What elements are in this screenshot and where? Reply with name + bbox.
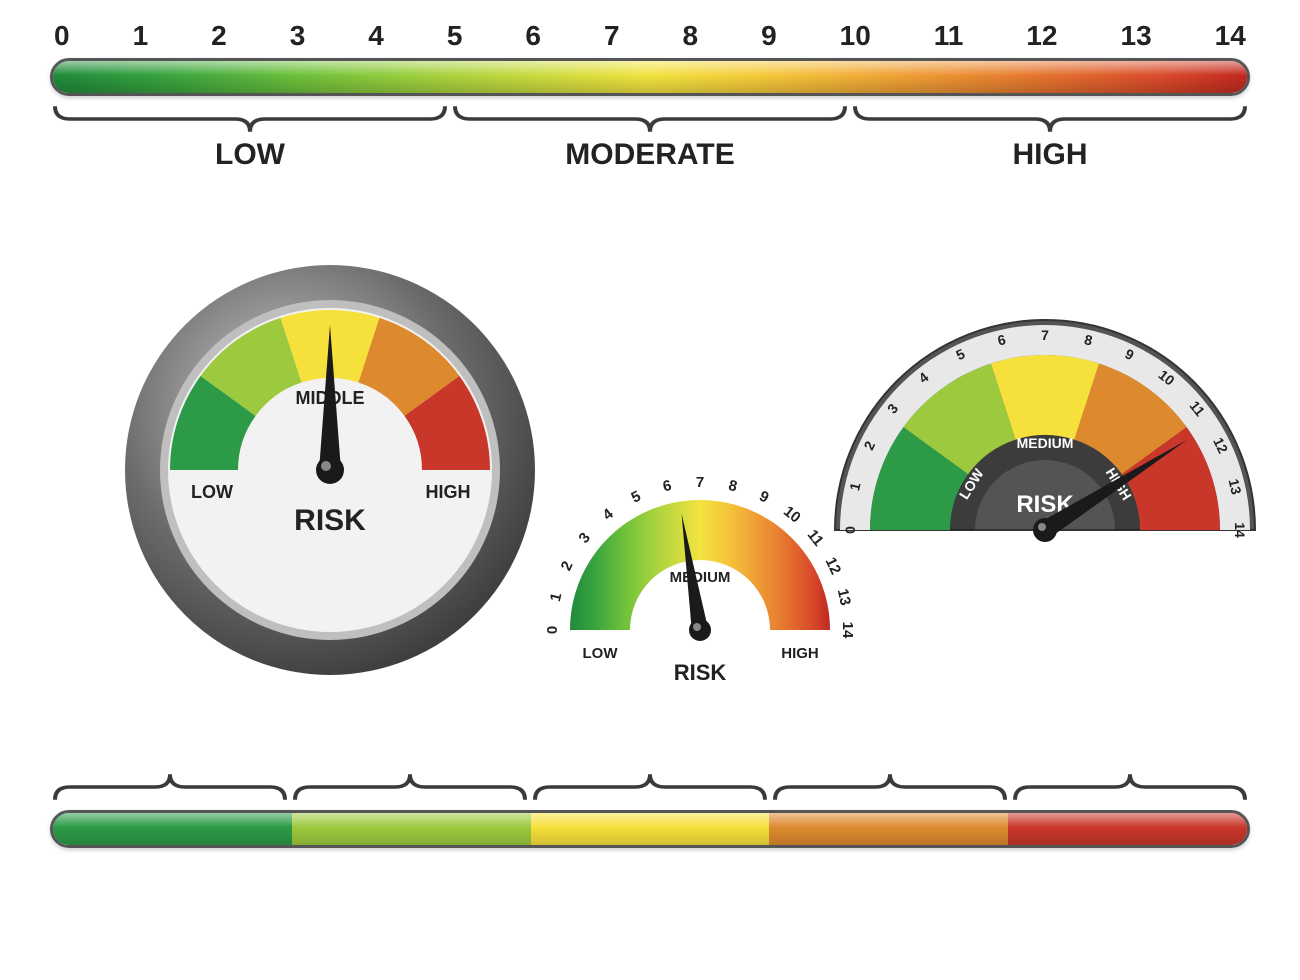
fan-risk-gauge: 01234567891011121314LOWMEDIUMHIGHRISK [830,260,1260,580]
bottom-bracket [50,770,290,804]
top-linear-scale: 01234567891011121314 LOW MODERATE HIGH [50,20,1250,172]
svg-text:0: 0 [842,526,858,534]
top-scale-tick: 10 [840,20,871,52]
top-scale-tick: 2 [211,20,227,52]
bottom-scale-segment [53,813,292,845]
top-scale-tick: 1 [133,20,149,52]
svg-text:10: 10 [780,503,804,527]
svg-text:6: 6 [661,477,673,495]
top-scale-tick: 11 [934,20,964,52]
svg-text:LOW: LOW [191,482,233,502]
svg-text:5: 5 [629,488,644,507]
bottom-linear-scale [50,770,1250,848]
top-bracket-low-label: LOW [50,138,450,172]
svg-text:14: 14 [839,622,856,639]
top-bracket-high: HIGH [850,102,1250,172]
svg-text:HIGH: HIGH [781,645,819,662]
top-scale-tick: 4 [368,20,384,52]
top-bracket-moderate-label: MODERATE [450,138,850,172]
top-bracket-high-label: HIGH [850,138,1250,172]
svg-text:1: 1 [547,591,565,603]
svg-text:MEDIUM: MEDIUM [670,569,731,586]
bottom-scale-bar [50,810,1250,848]
svg-text:RISK: RISK [294,504,366,537]
bottom-bracket [770,770,1010,804]
top-scale-bar [50,58,1250,96]
top-scale-tick: 5 [447,20,463,52]
svg-text:14: 14 [1232,522,1248,538]
top-bracket-low: LOW [50,102,450,172]
infographic-canvas: 01234567891011121314 LOW MODERATE HIGH L… [0,0,1300,980]
top-scale-tick: 7 [604,20,620,52]
top-scale-tick: 9 [761,20,777,52]
bottom-scale-segment [531,813,770,845]
bottom-scale-segment [769,813,1008,845]
svg-text:9: 9 [757,488,772,507]
svg-text:RISK: RISK [674,660,727,685]
top-scale-tick: 3 [290,20,306,52]
top-scale-brackets: LOW MODERATE HIGH [50,102,1250,172]
top-scale-tick: 8 [683,20,699,52]
svg-text:13: 13 [834,587,854,607]
svg-text:3: 3 [575,529,593,546]
bottom-scale-brackets [50,770,1250,804]
svg-text:2: 2 [558,559,577,574]
svg-text:HIGH: HIGH [426,482,471,502]
top-bracket-moderate: MODERATE [450,102,850,172]
small-risk-gauge: 01234567891011121314LOWMEDIUMHIGHRISK [530,430,870,690]
svg-text:11: 11 [804,527,827,550]
svg-text:LOW: LOW [583,645,619,662]
top-scale-ticks: 01234567891011121314 [50,20,1250,52]
svg-text:4: 4 [599,505,617,524]
top-scale-tick: 12 [1026,20,1057,52]
svg-text:0: 0 [544,626,561,634]
bottom-bracket [530,770,770,804]
svg-text:7: 7 [1041,327,1049,343]
bottom-scale-segment [1008,813,1247,845]
top-scale-tick: 13 [1121,20,1152,52]
bottom-bracket [290,770,530,804]
svg-text:MEDIUM: MEDIUM [1017,435,1074,451]
top-scale-tick: 14 [1215,20,1246,52]
top-scale-tick: 6 [525,20,541,52]
round-risk-gauge: LOWMIDDLEHIGHRISK [120,260,540,680]
bottom-scale-segment [292,813,531,845]
bottom-bracket [1010,770,1250,804]
top-scale-tick: 0 [54,20,70,52]
svg-text:7: 7 [696,474,704,491]
svg-text:8: 8 [727,477,739,495]
